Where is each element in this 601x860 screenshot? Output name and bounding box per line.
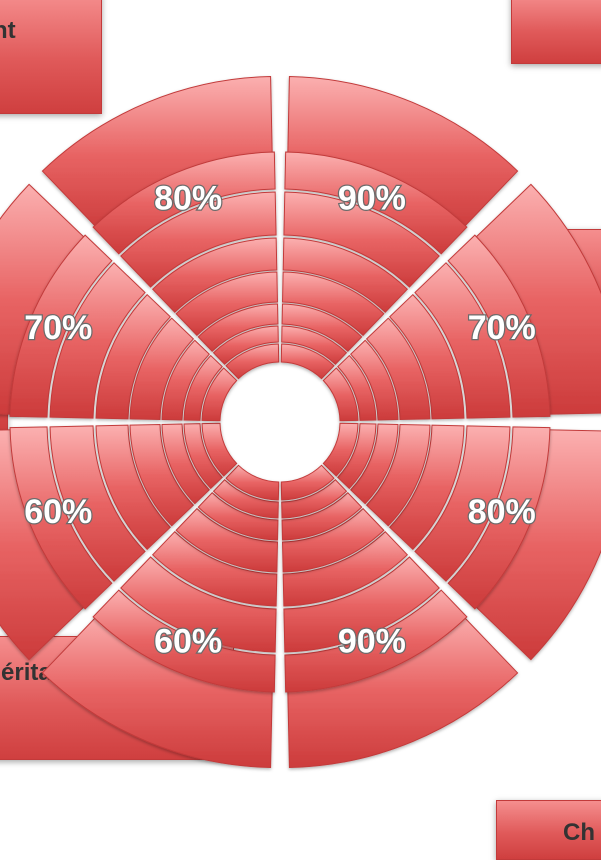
wheel-segment-ring-7-4 [447, 426, 551, 610]
wheel-segment-ring-5-8 [95, 293, 171, 420]
wheel-segment-ring-2-4 [337, 423, 377, 490]
percentage-wheel: 80% 90% 70% 80% 90% 60% 60% 70% [0, 76, 601, 768]
wheel-segment-ring-4-1 [175, 271, 278, 337]
wheel-segment-ring-6-1 [120, 191, 277, 288]
wheel-segment-ring-6-6 [120, 556, 277, 653]
wheel-segment-ring-5-5 [282, 531, 409, 607]
wheel-segment-ring-1-5 [280, 464, 335, 501]
wheel-segment-ring-1-4 [322, 422, 359, 477]
wheel-segment-ring-7-5 [284, 589, 468, 693]
wheel-segment-ring-7-8 [9, 234, 113, 418]
wheel-segment-ring-4-5 [282, 507, 385, 573]
wheel-segment-ring-4-6 [175, 507, 278, 573]
wheel-segment-ring-6-2 [283, 191, 440, 288]
wheel-segment-ring-5-7 [95, 424, 171, 551]
wheel-segment-ring-6-3 [414, 262, 511, 419]
wheel-segment-ring-1-1 [225, 343, 280, 380]
segment-label-5: 90% [338, 623, 406, 661]
wheel-segment-ring-7-1 [92, 151, 276, 255]
wheel-segment-ring-7-7 [9, 426, 113, 610]
wheel-segment-ring-5-1 [151, 237, 278, 313]
wheel-segment-ring-3-2 [281, 303, 363, 352]
wheel-segment-ring-2-3 [337, 354, 377, 421]
wheel-segment-ring-2-1 [212, 325, 279, 365]
wheel-segment-ring-3-6 [197, 492, 279, 541]
segment-label-7: 60% [24, 493, 92, 531]
wheel-segment-ring-7-6 [92, 589, 276, 693]
top-right-box [511, 0, 601, 64]
wheel-segment-ring-6-8 [49, 262, 146, 419]
top-left-box: nt [0, 0, 102, 114]
wheel-segment-ring-1-7 [201, 422, 238, 477]
segment-label-3: 70% [468, 309, 536, 347]
wheel-segment-ring-4-8 [129, 317, 195, 420]
wheel-segment-ring-3-5 [281, 492, 363, 541]
wheel-segment-ring-2-5 [281, 479, 348, 519]
segment-label-6: 60% [154, 623, 222, 661]
wheel-segment-ring-2-7 [183, 423, 223, 490]
wheel-segment-ring-5-6 [151, 531, 278, 607]
wheel-segment-ring-6-5 [283, 556, 440, 653]
wheel-segment-ring-4-2 [282, 271, 385, 337]
wheel-segment-ring-2-2 [281, 325, 348, 365]
wheel-segment-ring-4-4 [365, 424, 431, 527]
wheel-segment-ring-3-7 [161, 423, 210, 505]
top-left-box-label: nt [0, 17, 16, 44]
wheel-segment-ring-6-7 [49, 425, 146, 582]
segment-label-1: 80% [154, 179, 222, 217]
wheel-segment-ring-1-2 [280, 343, 335, 380]
wheel-segment-ring-3-8 [161, 339, 210, 421]
wheel-segment-ring-5-3 [389, 293, 465, 420]
wheel-segment-ring-1-3 [322, 367, 359, 422]
wheel-segment-ring-3-3 [350, 339, 399, 421]
segment-label-4: 80% [468, 493, 536, 531]
segment-label-2: 90% [338, 179, 406, 217]
wheel-segment-ring-3-1 [197, 303, 279, 352]
wheel-segment-ring-6-4 [414, 425, 511, 582]
wheel-segment-ring-2-6 [212, 479, 279, 519]
wheel-segment-ring-2-8 [183, 354, 223, 421]
wheel-segment-ring-3-4 [350, 423, 399, 505]
wheel-segment-ring-1-8 [201, 367, 238, 422]
wheel-segment-ring-4-7 [129, 424, 195, 527]
wheel-segment-ring-4-3 [365, 317, 431, 420]
wheel-segment-ring-1-6 [225, 464, 280, 501]
segment-label-8: 70% [24, 309, 92, 347]
wheel-segment-ring-7-3 [447, 234, 551, 418]
wheel-segment-ring-7-2 [284, 151, 468, 255]
wheel-segment-ring-5-2 [282, 237, 409, 313]
wheel-segment-ring-5-4 [389, 424, 465, 551]
